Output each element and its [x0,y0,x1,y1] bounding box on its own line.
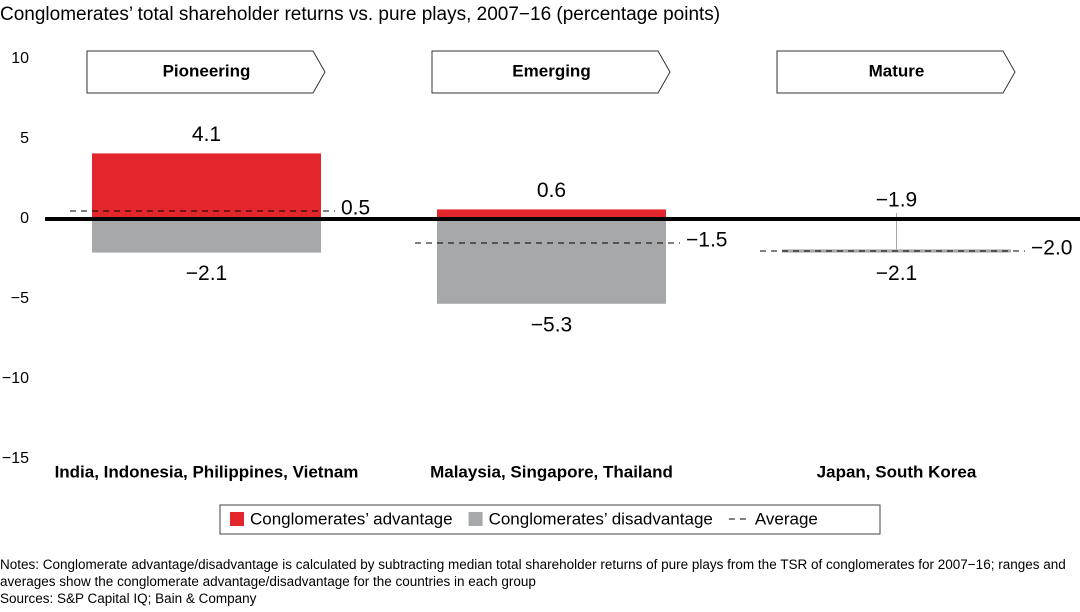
group-header-label: Pioneering [163,61,251,80]
value-label: 0.5 [341,197,370,220]
legend-label: Conglomerates’ advantage [250,509,453,528]
y-tick-label: −10 [2,370,29,387]
group-header-label: Mature [869,61,925,80]
category-label: India, Indonesia, Philippines, Vietnam [55,462,359,481]
value-label: −1.9 [876,189,917,212]
group-header [776,50,1016,94]
legend-label: Conglomerates’ disadvantage [489,509,713,528]
group-header [86,50,326,94]
value-label: −2.1 [186,262,227,285]
value-label: −5.3 [531,313,572,336]
group-header [431,50,671,94]
y-tick-label: 5 [20,130,29,147]
legend-swatch [230,512,244,526]
advantage-bar [437,209,666,219]
value-label: −2.1 [876,262,917,285]
group-header-label: Emerging [512,61,590,80]
legend-box [219,504,881,535]
notes: Notes: Conglomerate advantage/disadvanta… [0,557,1066,589]
sources: Sources: S&P Capital IQ; Bain & Company [0,591,257,606]
y-tick-label: −5 [11,290,29,307]
category-label: Malaysia, Singapore, Thailand [430,462,673,481]
y-tick-label: 0 [20,210,29,227]
value-label: 4.1 [192,123,221,146]
advantage-bar [92,153,321,219]
y-tick-label: 10 [11,50,29,67]
chart-title: Conglomerates’ total shareholder returns… [0,4,720,25]
value-label: −1.5 [686,229,727,252]
notes-block: Notes: Conglomerate advantage/disadvanta… [0,556,1075,607]
legend-label: Average [755,509,818,528]
category-label: Japan, South Korea [817,462,977,481]
disadvantage-bar [437,219,666,304]
value-label: −2.0 [1031,237,1072,260]
y-tick-label: −15 [2,450,29,467]
disadvantage-bar [92,219,321,253]
value-label: 0.6 [537,179,566,202]
legend-swatch [468,512,483,526]
